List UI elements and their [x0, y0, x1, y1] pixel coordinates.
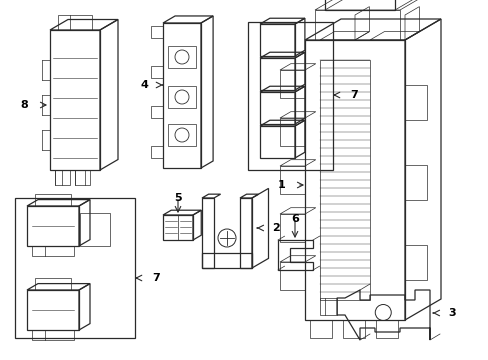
Text: 3: 3	[447, 308, 455, 318]
Text: 7: 7	[349, 90, 357, 100]
Text: 1: 1	[277, 180, 285, 190]
Text: 8: 8	[20, 100, 28, 110]
Text: 2: 2	[271, 223, 279, 233]
Text: 4: 4	[140, 80, 148, 90]
Text: 5: 5	[174, 193, 182, 203]
Text: 6: 6	[290, 214, 298, 224]
Text: 7: 7	[152, 273, 160, 283]
